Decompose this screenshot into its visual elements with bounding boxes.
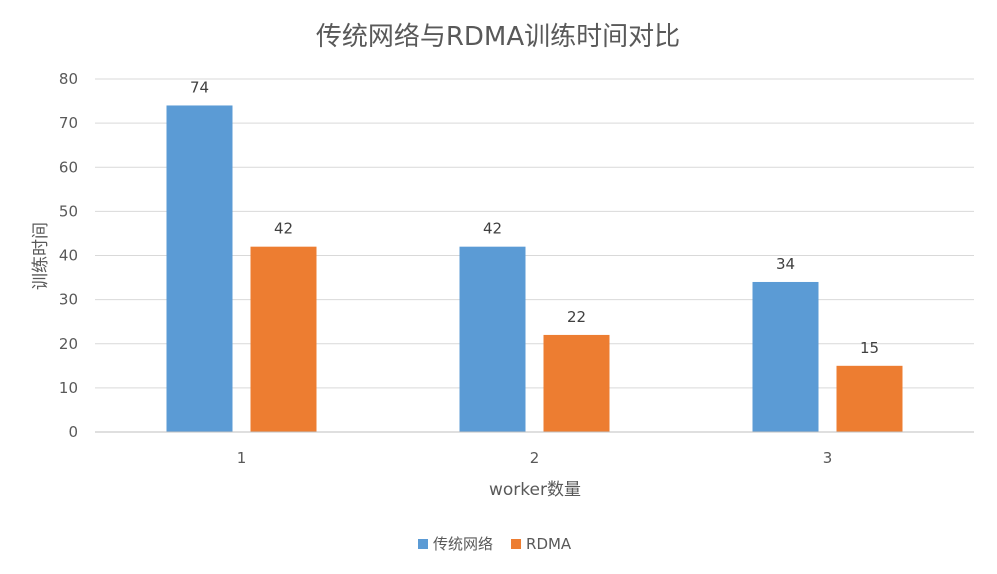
bar-RDMA-3 [836, 365, 903, 432]
legend-label: RDMA [526, 535, 572, 553]
y-tick-label: 70 [59, 114, 78, 132]
legend-label: 传统网络 [433, 535, 493, 553]
chart-title: 传统网络与RDMA训练时间对比 [316, 22, 680, 52]
gridlines [95, 78, 974, 389]
data-label: 42 [274, 220, 293, 238]
legend-swatch [511, 539, 522, 549]
x-tick-label: 3 [823, 449, 833, 467]
legend: 传统网络 RDMA [418, 535, 572, 553]
bar-传统网络-2 [459, 246, 526, 432]
y-tick-label: 30 [59, 291, 78, 309]
bars [166, 105, 903, 432]
data-labels: 74 42 42 22 34 15 [190, 78, 879, 356]
y-tick-label: 80 [59, 70, 78, 88]
y-tick-label: 40 [59, 247, 78, 265]
y-axis-title: 训练时间 [31, 222, 51, 290]
x-tick-label: 2 [530, 449, 540, 467]
y-tick-label: 0 [68, 423, 78, 441]
y-tick-label: 10 [59, 379, 78, 397]
data-label: 22 [567, 308, 586, 326]
x-axis-title: worker数量 [489, 480, 581, 500]
bar-RDMA-2 [543, 334, 610, 432]
axes: 0 10 20 30 40 50 60 70 80 1 2 3 [59, 70, 974, 467]
data-label: 74 [190, 78, 209, 96]
bar-RDMA-1 [250, 246, 317, 432]
bar-传统网络-3 [752, 281, 819, 432]
data-label: 42 [483, 220, 502, 238]
y-tick-label: 60 [59, 158, 78, 176]
x-tick-label: 1 [237, 449, 247, 467]
bar-传统网络-1 [166, 105, 233, 432]
data-label: 34 [776, 255, 795, 273]
y-tick-label: 20 [59, 335, 78, 353]
data-label: 15 [860, 339, 879, 357]
legend-swatch [418, 539, 428, 549]
y-tick-label: 50 [59, 202, 78, 220]
